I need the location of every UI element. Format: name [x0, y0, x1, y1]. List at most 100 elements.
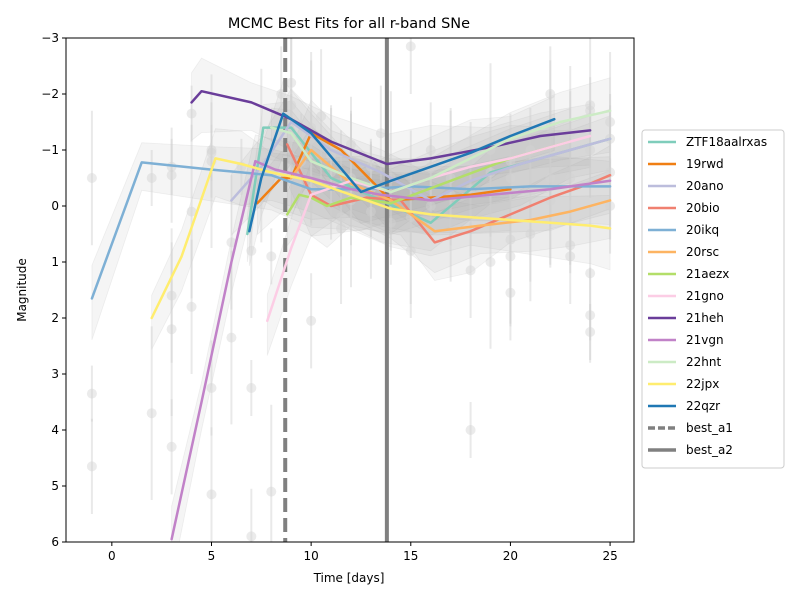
- y-tick-label-8: 5: [51, 479, 59, 493]
- x-tick-label-4: 20: [503, 549, 518, 563]
- observation-point-85: [375, 128, 386, 139]
- observation-point-16: [206, 147, 217, 158]
- observation-point-72: [585, 327, 596, 337]
- observation-point-5: [166, 441, 177, 452]
- series-line-22hnt: [270, 109, 612, 194]
- observation-point-36: [336, 223, 347, 234]
- observation-point-24: [266, 251, 277, 262]
- observation-point-10: [186, 301, 197, 312]
- legend: ZTF18aalrxas 19rwd 20ano 20bio 20ikq 20rsc 21a…: [641, 129, 785, 469]
- legend-label-best_a2: best_a2: [686, 443, 733, 457]
- observation-point-71: [565, 173, 576, 183]
- legend-label-20ikq: 20ikq: [686, 223, 719, 237]
- observation-point-11: [186, 206, 197, 217]
- observation-point-17: [206, 145, 217, 155]
- observation-point-29: [306, 315, 317, 326]
- y-tick-label-2: −1: [41, 143, 59, 157]
- observation-point-55: [485, 257, 496, 267]
- x-tick-label-1: 5: [208, 549, 216, 563]
- observation-point-52: [465, 425, 476, 435]
- observation-point-73: [585, 310, 596, 321]
- legend-label-ZTF18aalrxas: ZTF18aalrxas: [686, 135, 767, 149]
- observation-point-74: [585, 268, 596, 279]
- observation-point-81: [605, 201, 616, 211]
- uncertainty-band-5: [290, 126, 611, 274]
- y-tick-label-9: 6: [51, 535, 59, 549]
- observation-point-37: [345, 139, 356, 150]
- observation-point-23: [266, 486, 277, 497]
- observation-point-3: [146, 408, 157, 419]
- y-axis-title: Magnitude: [15, 258, 29, 322]
- observation-point-12: [186, 108, 197, 119]
- series-line-22jpx: [150, 157, 612, 320]
- legend-label-19rwd: 19rwd: [686, 157, 724, 171]
- y-tick-label-1: −2: [41, 87, 59, 101]
- observation-point-62: [525, 229, 536, 239]
- observation-point-84: [425, 201, 436, 211]
- chart-title: MCMC Best Fits for all r-band SNe: [228, 16, 470, 32]
- observation-point-0: [86, 388, 97, 399]
- x-axis-ticks: 0 5 10 15 20 25: [108, 542, 618, 563]
- plot-frame: [65, 37, 635, 543]
- x-tick-label-0: 0: [108, 549, 116, 563]
- x-tick-label-3: 15: [403, 549, 418, 563]
- series-line-21aezx: [285, 140, 572, 216]
- x-tick-label-2: 10: [303, 549, 318, 563]
- legend-label-22hnt: 22hnt: [686, 355, 721, 369]
- y-tick-label-3: 0: [51, 199, 59, 213]
- uncertainty-band-1: [256, 99, 511, 236]
- observation-point-6: [166, 290, 177, 301]
- y-tick-label-6: 3: [51, 367, 59, 381]
- observation-point-9: [166, 170, 177, 181]
- legend-label-22qzr: 22qzr: [686, 399, 720, 413]
- observation-point-26: [286, 77, 297, 88]
- observation-point-22: [246, 245, 257, 256]
- observation-point-45: [405, 41, 416, 52]
- series-line-20bio: [285, 143, 612, 244]
- observation-point-35: [336, 212, 347, 223]
- observation-point-59: [505, 234, 516, 245]
- observation-point-53: [465, 265, 476, 276]
- observation-point-1: [86, 461, 97, 472]
- observation-point-57: [505, 287, 516, 298]
- observation-point-86: [316, 111, 327, 122]
- y-tick-label-5: 2: [51, 311, 59, 325]
- observation-point-60: [505, 173, 516, 183]
- uncertainty-band-4: [91, 142, 611, 340]
- y-tick-label-4: 1: [51, 255, 59, 269]
- legend-label-20bio: 20bio: [686, 201, 720, 215]
- uncertainty-band-2: [231, 88, 611, 237]
- observation-point-49: [425, 145, 436, 155]
- observation-point-80: [605, 117, 616, 127]
- legend-box: [641, 129, 785, 469]
- observation-point-68: [565, 240, 576, 251]
- observation-point-18: [226, 237, 237, 248]
- series-line-20rsc: [289, 148, 612, 233]
- observation-point-2: [86, 173, 97, 183]
- observation-point-7: [166, 324, 177, 335]
- x-tick-label-5: 25: [602, 549, 617, 563]
- legend-label-21heh: 21heh: [686, 311, 724, 325]
- legend-label-21vgn: 21vgn: [686, 333, 724, 347]
- observation-point-76: [585, 100, 596, 111]
- observation-point-20: [246, 383, 257, 393]
- observation-point-13: [206, 383, 217, 393]
- series-line-21heh: [190, 89, 592, 166]
- legend-label-best_a1: best_a1: [686, 421, 733, 435]
- observation-point-69: [565, 251, 576, 262]
- y-tick-label-7: 4: [51, 423, 59, 437]
- observation-point-67: [545, 173, 556, 183]
- observation-point-27: [286, 100, 297, 111]
- legend-label-20ano: 20ano: [686, 179, 724, 193]
- observation-point-75: [585, 105, 596, 116]
- legend-label-21gno: 21gno: [686, 289, 724, 303]
- observation-point-19: [226, 332, 237, 343]
- observation-point-4: [146, 173, 157, 183]
- observation-point-65: [545, 89, 556, 99]
- legend-label-20rsc: 20rsc: [686, 245, 719, 259]
- observation-point-42: [365, 206, 376, 217]
- observation-point-46: [405, 245, 416, 256]
- y-tick-label-0: −3: [41, 31, 59, 45]
- uncertainty-band-11: [151, 128, 611, 350]
